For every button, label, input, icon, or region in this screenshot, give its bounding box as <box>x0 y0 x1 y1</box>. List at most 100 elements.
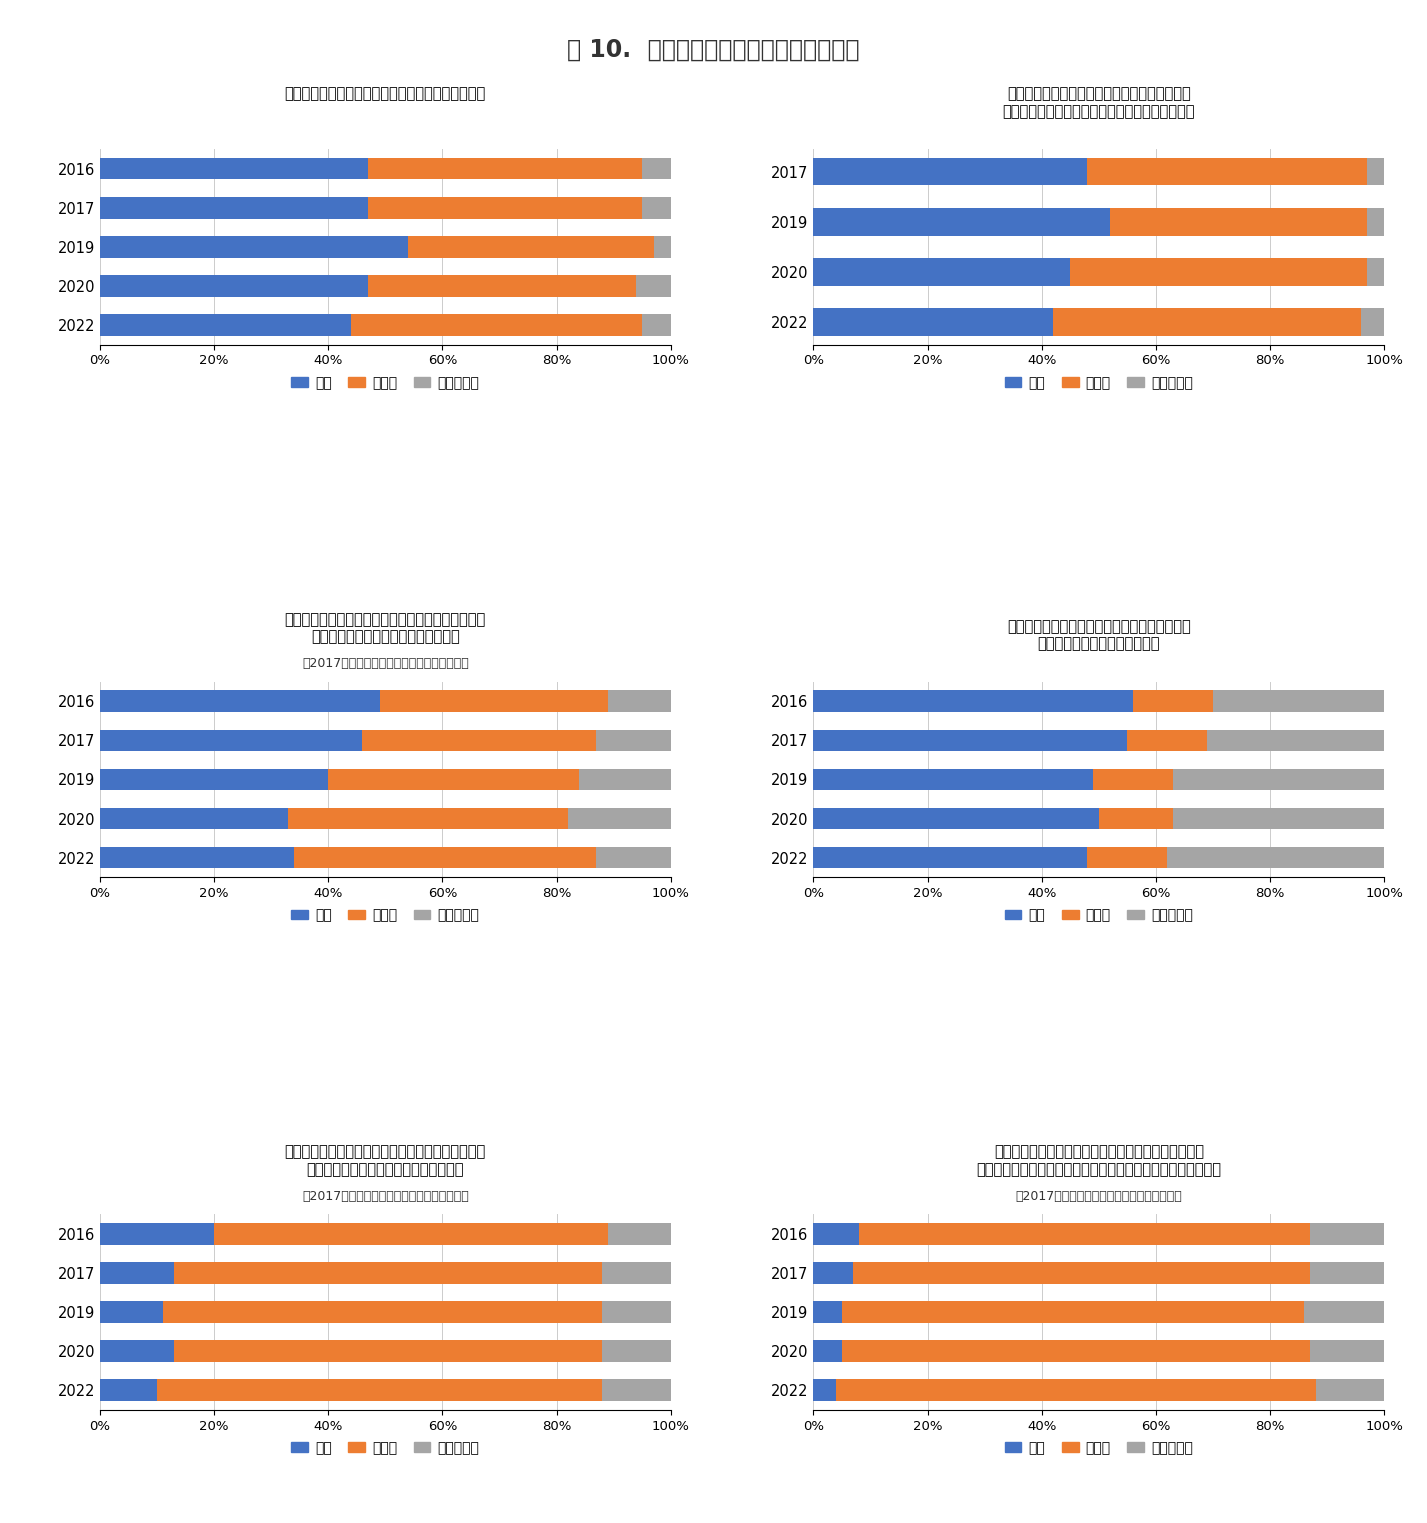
Bar <box>608 1223 671 1244</box>
Bar <box>100 807 288 830</box>
Bar <box>100 314 351 337</box>
Bar <box>1310 1223 1384 1244</box>
Bar <box>100 847 294 868</box>
Bar <box>1053 308 1361 337</box>
Bar <box>1167 847 1384 868</box>
Bar <box>174 1263 602 1284</box>
Bar <box>836 1380 1316 1401</box>
Text: 現在の避難先の住民に双葉町民であることを隠した
方が良いと感じたことがありますか？: 現在の避難先の住民に双葉町民であることを隠した 方が良いと感じたことがありますか… <box>284 612 487 644</box>
Bar <box>636 276 671 297</box>
Bar <box>654 236 671 257</box>
Bar <box>853 1263 1310 1284</box>
Text: （2017以降については現在も感じますか？）: （2017以降については現在も感じますか？） <box>303 1189 468 1203</box>
Bar <box>368 276 636 297</box>
Bar <box>813 209 1110 236</box>
Bar <box>602 1340 671 1362</box>
Bar <box>813 308 1053 337</box>
Bar <box>642 314 671 337</box>
Bar <box>1213 690 1384 711</box>
Bar <box>368 196 642 218</box>
Bar <box>1133 690 1213 711</box>
Bar <box>813 730 1127 751</box>
Bar <box>1087 847 1167 868</box>
Text: 現在の避難されている場所でゴミ出しについて気が
引ける思いをされたことがありますか？: 現在の避難されている場所でゴミ出しについて気が 引ける思いをされたことがあります… <box>284 1144 487 1177</box>
Bar <box>351 314 642 337</box>
Bar <box>380 690 608 711</box>
Bar <box>100 1340 174 1362</box>
Bar <box>100 1380 157 1401</box>
Bar <box>214 1223 608 1244</box>
Bar <box>408 236 654 257</box>
Bar <box>1367 257 1384 286</box>
Bar <box>157 1380 602 1401</box>
Bar <box>813 690 1133 711</box>
Bar <box>100 276 368 297</box>
Bar <box>813 1340 842 1362</box>
Bar <box>100 769 328 790</box>
Bar <box>1127 730 1207 751</box>
Bar <box>813 158 1087 186</box>
Bar <box>813 847 1087 868</box>
Legend: はい, いいえ, わからない: はい, いいえ, わからない <box>285 903 485 928</box>
Bar <box>1110 209 1367 236</box>
Text: 図 10.  避難先住民の方との関係について: 図 10. 避難先住民の方との関係について <box>568 38 859 62</box>
Bar <box>362 730 596 751</box>
Bar <box>100 196 368 218</box>
Bar <box>1316 1380 1384 1401</box>
Text: 現在避難先の近隣住民の方はあなたが双葉町民
であることを知っていますか？: 現在避難先の近隣住民の方はあなたが双葉町民 であることを知っていますか？ <box>1007 618 1190 652</box>
Bar <box>608 690 671 711</box>
Text: （2017以降については現在もありますか？）: （2017以降については現在もありますか？） <box>1016 1189 1182 1203</box>
Bar <box>602 1263 671 1284</box>
Bar <box>813 1263 853 1284</box>
Bar <box>1093 769 1173 790</box>
Bar <box>1070 257 1367 286</box>
Bar <box>1367 158 1384 186</box>
Bar <box>1207 730 1384 751</box>
Bar <box>1099 807 1173 830</box>
Bar <box>1173 769 1384 790</box>
Bar <box>813 769 1093 790</box>
Bar <box>1361 308 1384 337</box>
Bar <box>842 1301 1304 1323</box>
Bar <box>100 1301 163 1323</box>
Bar <box>859 1223 1310 1244</box>
Bar <box>596 730 671 751</box>
Bar <box>813 257 1070 286</box>
Bar <box>100 730 362 751</box>
Bar <box>1304 1301 1384 1323</box>
Bar <box>1310 1340 1384 1362</box>
Bar <box>328 769 579 790</box>
Bar <box>568 807 671 830</box>
Bar <box>813 1223 859 1244</box>
Text: （2017以降については現在も感じますか？）: （2017以降については現在も感じますか？） <box>303 656 468 670</box>
Bar <box>579 769 671 790</box>
Bar <box>100 158 368 180</box>
Legend: はい, いいえ, わからない: はい, いいえ, わからない <box>999 903 1199 928</box>
Bar <box>596 847 671 868</box>
Bar <box>602 1380 671 1401</box>
Legend: はい, いいえ, わからない: はい, いいえ, わからない <box>999 1435 1199 1461</box>
Bar <box>813 1380 836 1401</box>
Bar <box>368 158 642 180</box>
Bar <box>1087 158 1367 186</box>
Bar <box>813 807 1099 830</box>
Bar <box>100 236 408 257</box>
Bar <box>602 1301 671 1323</box>
Legend: はい, いいえ, わからない: はい, いいえ, わからない <box>285 1435 485 1461</box>
Bar <box>294 847 596 868</box>
Legend: はい, いいえ, わからない: はい, いいえ, わからない <box>999 370 1199 396</box>
Bar <box>642 196 671 218</box>
Text: 現在の避難先の地区の住民に双葉町民であるために悪
口を言われたり、いたずらをされたりしたことはありますか？: 現在の避難先の地区の住民に双葉町民であるために悪 口を言われたり、いたずらをされ… <box>976 1144 1222 1177</box>
Bar <box>174 1340 602 1362</box>
Bar <box>1173 807 1384 830</box>
Bar <box>842 1340 1310 1362</box>
Bar <box>100 690 380 711</box>
Bar <box>813 1301 842 1323</box>
Bar <box>100 1223 214 1244</box>
Text: 現在の避難先の住民と交流する機会がありますか？: 現在の避難先の住民と交流する機会がありますか？ <box>284 87 487 102</box>
Bar <box>1310 1263 1384 1284</box>
Bar <box>100 1263 174 1284</box>
Bar <box>163 1301 602 1323</box>
Bar <box>1367 209 1384 236</box>
Text: 現在の避難先の地区で行われている行事や会合
（お祭りや一斉掃除など）に参加していますか？: 現在の避難先の地区で行われている行事や会合 （お祭りや一斉掃除など）に参加してい… <box>1003 87 1194 119</box>
